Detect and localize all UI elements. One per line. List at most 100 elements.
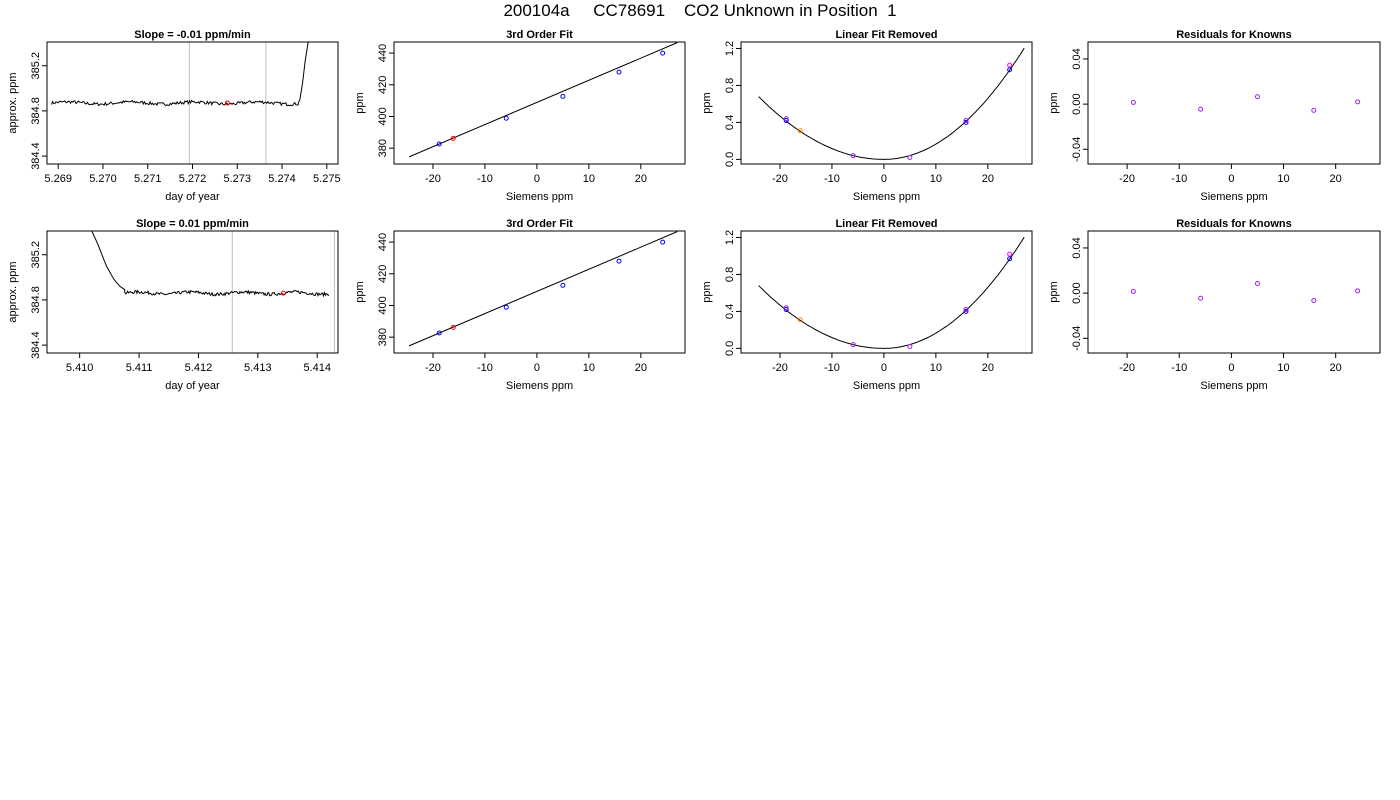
y-tick-label: 0.4 — [724, 115, 736, 130]
x-tick-label: -10 — [477, 362, 493, 374]
fit-curve — [408, 42, 678, 158]
x-tick-label: 5.273 — [224, 173, 252, 185]
y-tick-label: 0.8 — [724, 78, 736, 93]
x-axis-label: Siemens ppm — [506, 380, 573, 392]
data-point — [1007, 251, 1013, 257]
x-tick-label: 10 — [1277, 173, 1289, 185]
trace-line — [51, 42, 309, 107]
y-tick-label: 420 — [377, 265, 389, 283]
x-tick-label: 5.269 — [44, 173, 72, 185]
data-point — [1254, 94, 1260, 100]
x-tick-label: -10 — [477, 173, 493, 185]
y-tick-label: 0.0 — [724, 341, 736, 356]
y-axis-label: ppm — [1048, 92, 1060, 113]
x-tick-label: -10 — [824, 362, 840, 374]
x-axis-label: Siemens ppm — [853, 380, 920, 392]
y-tick-label: 384.4 — [30, 142, 42, 170]
x-tick-label: -10 — [824, 173, 840, 185]
plot-frame — [393, 230, 686, 354]
data-point — [436, 141, 442, 147]
x-tick-label: 20 — [1330, 173, 1342, 185]
x-tick-label: 5.411 — [126, 362, 153, 374]
data-point — [280, 290, 286, 296]
y-tick-label: 384.4 — [30, 331, 42, 359]
data-point — [224, 100, 230, 106]
y-tick-label: 400 — [377, 107, 389, 125]
fit-curve — [408, 231, 678, 347]
plot-area — [51, 42, 309, 164]
page-title: 200104a CC78691 CO2 Unknown in Position … — [503, 1, 897, 20]
y-tick-label: 0.8 — [724, 267, 736, 282]
panel-row1-timeseries: Slope = -0.01 ppm/min day of year approx. … — [7, 29, 341, 203]
x-tick-label: -20 — [1119, 362, 1135, 374]
data-point — [1130, 288, 1136, 294]
x-tick-label: 0 — [534, 173, 540, 185]
x-tick-label: -20 — [1119, 173, 1135, 185]
y-tick-label: 1.2 — [724, 41, 736, 56]
plot-area — [1130, 281, 1361, 303]
y-axis-label: ppm — [701, 281, 713, 302]
x-tick-label: 20 — [982, 173, 994, 185]
x-tick-label: 5.275 — [313, 173, 341, 185]
y-tick-label: -0.04 — [1071, 137, 1083, 162]
x-tick-label: 10 — [930, 173, 942, 185]
data-point — [963, 307, 969, 313]
x-axis-label: day of year — [165, 191, 220, 203]
data-point — [1198, 106, 1204, 112]
y-tick-label: 380 — [377, 328, 389, 346]
data-point — [850, 153, 856, 159]
x-tick-label: -10 — [1171, 362, 1187, 374]
panel-row1-fit: 3rd Order Fit Siemens ppm ppm -20 -10 0 10 20 38… — [354, 29, 686, 203]
chart-title: Slope = 0.01 ppm/min — [136, 218, 249, 230]
plot-area — [758, 47, 1025, 161]
fit-curve — [758, 236, 1025, 349]
x-tick-label: 20 — [635, 173, 647, 185]
panel-row2-linear-removed: Linear Fit Removed Siemens ppm ppm -20 -10 0 1… — [701, 218, 1033, 392]
y-tick-label: 384.8 — [30, 97, 42, 125]
x-tick-label: 20 — [635, 362, 647, 374]
data-point — [783, 307, 789, 313]
plot-frame — [1087, 230, 1381, 354]
plot-area — [408, 42, 678, 158]
y-axis-label: ppm — [354, 281, 366, 302]
y-tick-label: 440 — [377, 233, 389, 251]
x-tick-label: 5.412 — [185, 362, 213, 374]
y-axis-label: ppm — [1048, 281, 1060, 302]
x-tick-label: 10 — [583, 173, 595, 185]
data-point — [616, 69, 622, 75]
data-point — [660, 50, 666, 56]
x-tick-label: 10 — [930, 362, 942, 374]
x-tick-label: 5.271 — [134, 173, 162, 185]
plot-area — [1130, 94, 1361, 113]
plot-frame — [46, 230, 339, 354]
data-point — [660, 239, 666, 245]
chart-title: Linear Fit Removed — [835, 218, 937, 230]
plot-frame — [1087, 41, 1381, 165]
panel-row2-timeseries: Slope = 0.01 ppm/min day of year approx. p… — [7, 218, 339, 392]
data-point — [1311, 297, 1317, 303]
data-point — [560, 282, 566, 288]
panel-row2-residuals: Residuals for Knowns Siemens ppm ppm -20 -10… — [1048, 218, 1381, 392]
x-tick-label: -20 — [772, 362, 788, 374]
trace-line — [91, 231, 330, 298]
x-tick-label: 0 — [881, 362, 887, 374]
data-point — [1007, 256, 1013, 262]
x-axis-label: Siemens ppm — [1200, 191, 1267, 203]
chart-title: Residuals for Knowns — [1176, 218, 1292, 230]
data-point — [1355, 99, 1361, 105]
panel-row2-fit: 3rd Order Fit Siemens ppm ppm -20 -10 0 10 20 38… — [354, 218, 686, 392]
y-tick-label: 400 — [377, 296, 389, 314]
y-tick-label: 385.2 — [30, 52, 42, 80]
data-point — [963, 118, 969, 124]
data-point — [1130, 99, 1136, 105]
panel-row1-residuals: Residuals for Knowns Siemens ppm ppm -20 -10… — [1048, 29, 1381, 203]
y-tick-label: 420 — [377, 76, 389, 94]
x-tick-label: 10 — [583, 362, 595, 374]
data-point — [616, 258, 622, 264]
plot-area — [91, 231, 335, 353]
data-point — [1311, 107, 1317, 113]
x-axis-label: Siemens ppm — [1200, 380, 1267, 392]
x-tick-label: 5.272 — [179, 173, 207, 185]
y-tick-label: 0.00 — [1071, 93, 1083, 114]
data-point — [503, 304, 509, 310]
